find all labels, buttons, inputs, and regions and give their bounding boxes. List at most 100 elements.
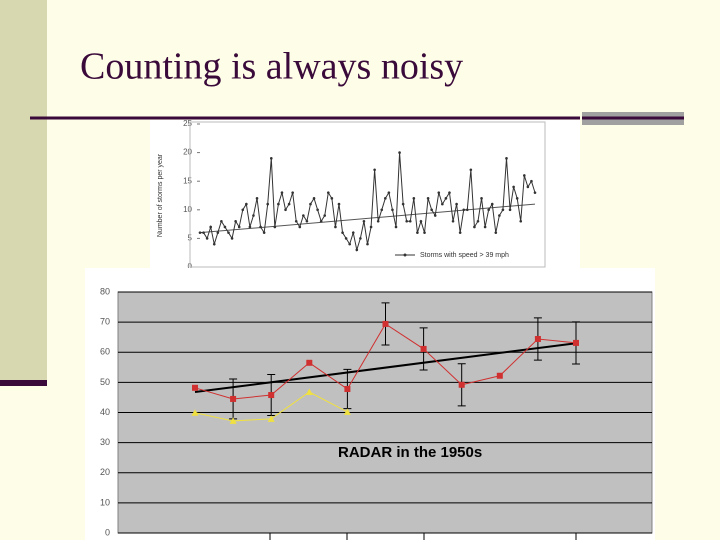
point: [416, 231, 419, 234]
point: [398, 151, 401, 154]
point: [494, 231, 498, 234]
y-tick-label: 10: [100, 497, 110, 507]
point: [420, 345, 427, 352]
legend-label: Storms with speed > 39 mph: [420, 252, 509, 259]
point: [496, 372, 503, 379]
point: [423, 231, 426, 234]
point: [227, 231, 230, 234]
point: [302, 214, 305, 217]
point: [405, 219, 409, 223]
point: [444, 197, 448, 200]
point: [534, 335, 541, 342]
point: [487, 208, 490, 212]
y-axis-label: Number of storms per year: [157, 153, 164, 237]
point: [309, 202, 312, 206]
point: [343, 408, 351, 415]
point: [234, 219, 237, 223]
point: [451, 219, 455, 223]
point: [337, 202, 341, 206]
y-tick-label: 10: [183, 205, 192, 214]
point: [458, 381, 465, 388]
point: [212, 242, 216, 246]
point: [237, 225, 241, 229]
point: [408, 219, 412, 223]
point: [334, 225, 337, 229]
point: [366, 242, 369, 246]
y-tick-label: 60: [100, 347, 110, 357]
point: [191, 409, 199, 416]
point: [505, 157, 508, 160]
point: [430, 208, 433, 212]
point: [277, 202, 280, 206]
y-tick-label: 50: [100, 377, 110, 387]
point: [519, 219, 523, 223]
point: [330, 197, 334, 200]
point: [291, 191, 294, 194]
point: [380, 208, 384, 212]
point: [533, 191, 537, 194]
point: [373, 168, 376, 172]
point: [469, 168, 473, 172]
y-tick-label: 15: [183, 176, 192, 185]
point: [462, 208, 466, 212]
point: [298, 225, 302, 229]
y-tick-label: 20: [100, 467, 110, 477]
point: [252, 214, 255, 217]
point: [573, 339, 579, 346]
side-bar-edge: [0, 380, 47, 386]
point: [384, 197, 387, 200]
point: [359, 237, 362, 240]
point: [216, 231, 220, 234]
point: [326, 191, 330, 194]
plot-frame: [189, 121, 546, 268]
y-tick-label: 80: [100, 286, 110, 296]
point: [266, 202, 270, 206]
point: [512, 185, 515, 189]
point: [248, 225, 252, 229]
point: [259, 225, 262, 229]
point: [220, 219, 223, 223]
point: [344, 237, 348, 240]
point: [287, 202, 291, 206]
point: [426, 197, 430, 200]
point: [498, 214, 501, 217]
point: [268, 392, 275, 399]
point: [348, 242, 351, 246]
point: [280, 191, 284, 194]
point: [501, 208, 505, 212]
point: [480, 197, 483, 200]
point: [323, 214, 327, 217]
side-bar: [0, 0, 47, 386]
point: [284, 208, 287, 212]
point: [262, 231, 266, 234]
y-tick-label: 25: [183, 119, 192, 128]
point: [273, 225, 277, 229]
point: [433, 214, 437, 217]
point: [401, 202, 405, 206]
point: [198, 231, 202, 234]
point: [394, 225, 398, 229]
point: [419, 219, 423, 223]
point: [437, 191, 441, 194]
point: [351, 231, 355, 234]
point: [483, 225, 487, 229]
point: [209, 225, 212, 229]
point: [230, 395, 237, 402]
point: [515, 197, 519, 200]
point: [508, 208, 512, 212]
slide-title: Counting is always noisy: [80, 46, 463, 88]
point: [465, 208, 469, 212]
trend-line: [199, 203, 536, 234]
point: [341, 231, 344, 234]
point: [476, 219, 480, 223]
point: [344, 386, 351, 393]
point: [490, 202, 494, 206]
point: [448, 191, 451, 194]
point: [269, 157, 273, 160]
point: [229, 417, 237, 424]
point: [382, 320, 389, 327]
point: [316, 208, 319, 212]
y-tick-label: 20: [183, 148, 192, 157]
point: [387, 191, 391, 194]
point: [355, 248, 359, 252]
